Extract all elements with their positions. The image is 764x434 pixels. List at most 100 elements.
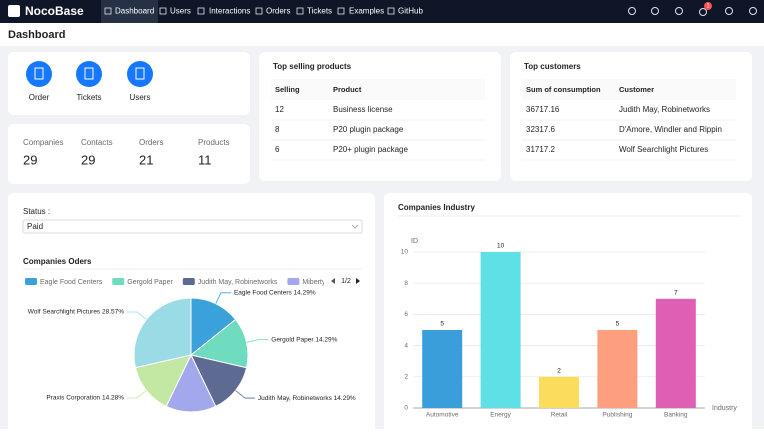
badge <box>704 2 712 10</box>
pie-slice <box>165 353 217 413</box>
shortcut-label: Order <box>29 93 50 102</box>
table-cell: Judith May, Robinetworks <box>619 105 710 114</box>
menu-item[interactable]: Users <box>170 7 191 16</box>
icon[interactable] <box>749 7 757 15</box>
table-title: Top customers <box>524 62 581 71</box>
leader-line <box>246 339 269 343</box>
stat-value: 29 <box>23 152 37 167</box>
card <box>510 52 752 181</box>
menu-icon <box>159 7 167 15</box>
menu-item[interactable]: Orders <box>266 7 290 16</box>
page-header <box>0 23 764 46</box>
legend-swatch <box>25 278 37 285</box>
active-menu-bg <box>101 0 158 23</box>
pie-slice <box>133 297 192 369</box>
pie-slice <box>190 354 248 408</box>
legend-label[interactable]: Gergold Paper <box>127 279 173 286</box>
x-tick-label: Publishing <box>602 412 632 419</box>
icon-glyph <box>135 67 145 80</box>
x-tick-label: Energy <box>490 412 511 419</box>
logo-icon <box>8 5 20 17</box>
bar-label: 2 <box>557 368 561 375</box>
logo: NocoBase <box>25 4 84 18</box>
column-header: Sum of consumption <box>526 85 601 94</box>
y-axis-label: ID <box>411 238 418 245</box>
slice-label: Eagle Food Centers 14.29% <box>234 290 316 297</box>
menu-icon <box>255 7 263 15</box>
slice-label: Wolf Searchlight Pictures 28.57% <box>28 309 125 316</box>
icon-glyph <box>84 67 94 80</box>
chart-title: Companies Oders <box>23 257 92 266</box>
stat-value: 21 <box>139 152 153 167</box>
page-title: Dashboard <box>8 29 65 41</box>
shortcut-icon[interactable] <box>76 61 102 87</box>
shortcut-label: Tickets <box>76 93 101 102</box>
pie-slice <box>189 318 249 369</box>
menu-icon <box>197 7 205 15</box>
table-cell: 6 <box>275 145 280 154</box>
menu-icon <box>296 7 304 15</box>
icon[interactable] <box>651 7 659 15</box>
navbar <box>0 0 764 23</box>
bar-label: 5 <box>616 321 620 328</box>
table-cell: 36717.16 <box>526 105 560 114</box>
x-tick-label: Automotive <box>426 412 459 419</box>
slice-label: Judith May, Robinetworks 14.29% <box>258 395 356 402</box>
icon[interactable] <box>628 7 636 15</box>
stat-label: Orders <box>139 138 163 147</box>
legend-swatch <box>287 278 300 285</box>
column-header: Customer <box>619 85 654 94</box>
table-header <box>522 79 736 100</box>
legend-swatch <box>182 278 195 285</box>
icon[interactable] <box>675 7 683 15</box>
leader-line <box>215 292 231 304</box>
pager-next[interactable] <box>356 278 360 284</box>
legend-label[interactable]: Miberty Images <box>302 279 350 286</box>
table-cell: P20 plugin package <box>333 125 404 134</box>
pie-slice <box>134 354 192 408</box>
slice-label: Gergold Paper 14.29% <box>271 336 337 343</box>
legend-label[interactable]: Eagle Food Centers <box>40 279 103 286</box>
menu-item[interactable]: Examples <box>349 7 384 16</box>
bar <box>539 376 579 408</box>
icon[interactable] <box>725 7 733 15</box>
legend-label[interactable]: Judith May, Robinetworks <box>198 279 278 286</box>
card <box>259 52 501 181</box>
badge-count: 1 <box>706 4 710 10</box>
legend: Eagle Food Centers Gergold Paper Judith Ma… <box>25 278 350 286</box>
select-value: Paid <box>27 222 43 231</box>
bar <box>655 298 696 408</box>
leader-line <box>235 390 255 399</box>
table-cell: Wolf Searchlight Pictures <box>619 145 708 154</box>
icon-glyph <box>34 67 44 80</box>
legend-swatch <box>112 278 125 285</box>
icon[interactable] <box>699 8 707 16</box>
pager-prev[interactable] <box>331 278 335 284</box>
stat-label: Companies <box>23 138 63 147</box>
select[interactable] <box>22 219 363 234</box>
column-header: Product <box>333 85 362 94</box>
menu-item[interactable]: Dashboard <box>115 7 154 16</box>
stat-label: Products <box>198 138 230 147</box>
menu-item[interactable]: Tickets <box>307 7 332 16</box>
table-cell: P20+ plugin package <box>333 145 409 154</box>
column-header: Selling <box>275 85 300 94</box>
card <box>8 52 250 115</box>
table-header <box>271 79 485 100</box>
table-cell: D'Amore, Windler and Rippin <box>619 125 722 134</box>
y-tick-label: 10 <box>401 249 409 256</box>
chevron <box>351 224 359 229</box>
x-tick-label: Banking <box>664 412 688 419</box>
leader-line <box>127 390 147 399</box>
leader-line <box>127 311 147 320</box>
bar <box>597 330 638 408</box>
shortcut-icon[interactable] <box>127 61 153 87</box>
y-tick-label: 8 <box>404 280 408 287</box>
table-cell: Business license <box>333 105 393 114</box>
menu-icon <box>337 7 345 15</box>
menu-item[interactable]: GitHub <box>398 7 423 16</box>
table-cell: 12 <box>275 105 284 114</box>
shortcut-icon[interactable] <box>26 61 52 87</box>
menu-item[interactable]: Interactions <box>209 7 250 16</box>
menu-icon <box>104 7 112 15</box>
